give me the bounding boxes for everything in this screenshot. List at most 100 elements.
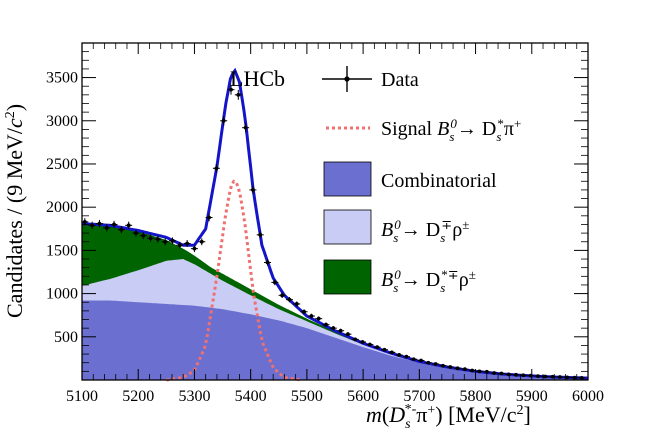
data-point [88,221,96,229]
data-point [117,226,125,234]
data-point [344,332,352,337]
y-tick-label: 1000 [46,286,78,303]
data-point [278,292,286,299]
legend: Data Signal Bs0→ Ds*π+ Combinatorial Bs0… [322,66,521,295]
signal-curve [166,179,302,382]
data-point [578,375,586,380]
data-point [534,374,542,379]
x-tick-label: 5200 [122,388,154,405]
data-point [380,347,388,352]
x-tick-label: 6000 [572,388,604,405]
data-point [256,231,264,239]
y-tick-label: 3000 [46,113,78,130]
legend-combinatorial-label: Combinatorial [381,170,497,192]
data-point [139,232,147,240]
data-point [234,89,242,100]
area-combinatorial [82,300,588,380]
legend-entry-ds-rho: Bs0→ Ds∓ρ± [323,209,469,245]
data-point [161,238,169,246]
axis-ticks: 5100 5200 5300 5400 5500 5600 5700 5800 5900 6000… [46,43,604,405]
data-point [220,116,228,126]
legend-entry-combinatorial: Combinatorial [323,161,497,197]
data-point [373,345,381,350]
legend-entry-signal: Signal Bs0→ Ds*π+ [326,116,521,144]
data-point [556,375,564,379]
data-point [242,123,250,133]
data-point [322,322,330,327]
x-tick-label: 5300 [178,388,210,405]
y-tick-label: 2000 [46,199,78,216]
data-point [293,301,301,307]
data-point [271,279,279,286]
data-point [490,371,498,375]
data-point [512,372,520,377]
data-point [432,362,440,366]
x-tick-label: 5900 [516,388,548,405]
data-point [519,373,527,378]
data-point [264,259,272,266]
data-point [351,337,359,342]
data-point [212,164,220,173]
data-point [454,366,462,371]
legend-ds-star-rho-label: Bs0→ Ds*∓ρ± [381,267,476,295]
data-point [205,213,213,222]
experiment-label: LHCb [230,66,285,91]
data-point [366,342,374,347]
data-point [154,235,162,243]
data-point [315,316,323,321]
data-point [410,357,418,362]
legend-data-marker-dot [344,76,350,82]
data-point [95,219,103,228]
x-tick-label: 5100 [66,388,98,405]
plot-frame [81,42,589,381]
data-point [125,221,133,229]
legend-entry-data: Data [322,66,419,92]
legend-ds-star-rho-swatch [323,259,372,295]
legend-data-label: Data [381,69,419,91]
x-tick-label: 5400 [235,388,267,405]
data-point [329,326,337,331]
data-point [190,245,198,253]
legend-ds-rho-swatch [323,209,372,245]
data-point [169,237,177,245]
x-tick-label: 5800 [460,388,492,405]
y-axis-label: Candidates / (9 MeV/c2) [2,104,27,318]
legend-combinatorial-swatch [323,161,372,197]
data-point [300,309,308,315]
data-point [249,185,257,194]
data-point [147,234,155,242]
data-point [110,220,118,229]
x-tick-label: 5500 [291,388,323,405]
data-point [359,340,367,344]
data-point [132,229,140,237]
data-point [483,369,491,374]
data-point [461,367,469,372]
data-point [337,328,345,333]
data-point [307,313,315,319]
data-point [198,238,206,246]
data-point [439,363,447,368]
data-point [388,350,396,355]
data-point [395,353,403,357]
data-point [549,374,557,379]
stacked-areas [82,224,588,380]
data-point [285,297,293,303]
y-tick-label: 1500 [46,242,78,259]
data-point [227,84,235,95]
data-point [468,368,476,373]
fit-curves [81,67,589,382]
data-points [81,84,586,380]
data-point [424,360,432,365]
data-point [475,369,483,374]
data-point [497,371,505,376]
legend-signal-label: Signal Bs0→ Ds*π+ [381,116,521,144]
data-point [417,358,425,363]
x-tick-label: 5600 [347,388,379,405]
data-point [183,240,191,247]
y-tick-label: 3500 [46,70,78,87]
y-tick-label: 500 [54,329,78,346]
data-point [103,224,111,232]
x-tick-label: 5700 [403,388,435,405]
data-point [563,375,571,380]
